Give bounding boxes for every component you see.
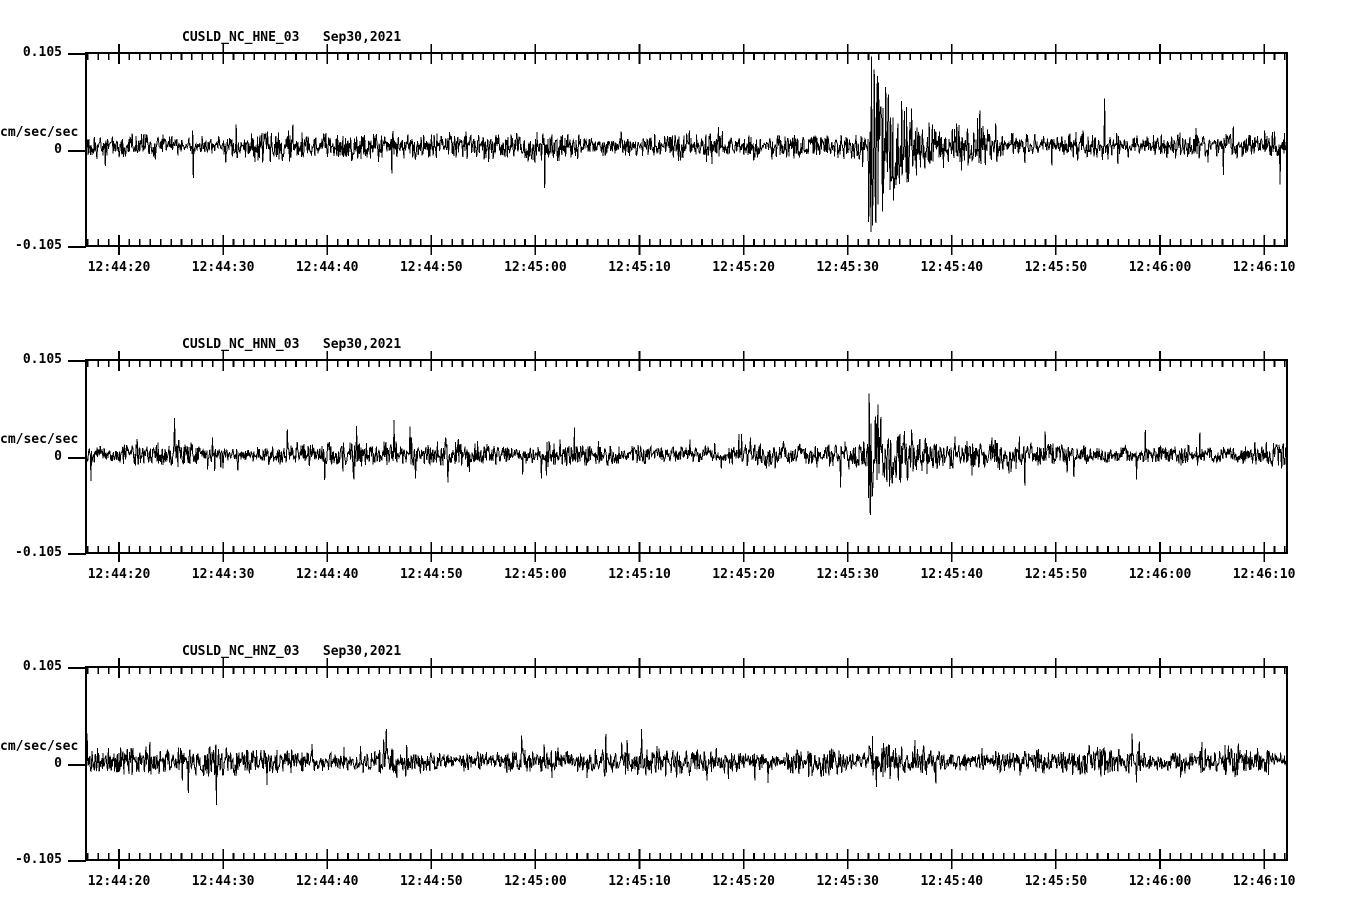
x-tick-label: 12:45:20 [712, 567, 775, 582]
x-tick-label: 12:45:10 [608, 260, 671, 275]
y-axis-units-label: cm/sec/sec [0, 124, 79, 140]
y-tick-label: 0 [54, 755, 62, 771]
y-tick-mark [68, 553, 86, 555]
x-tick-label: 12:46:00 [1128, 567, 1192, 582]
y-tick-label: 0 [54, 141, 62, 157]
axis-ticks [86, 658, 1286, 869]
x-tick-label: 12:46:10 [1232, 260, 1296, 275]
y-tick-mark [68, 360, 86, 362]
panel-title-hnn: CUSLD_NC_HNN_03 Sep30,2021 [182, 337, 402, 352]
panel-title-hnz: CUSLD_NC_HNZ_03 Sep30,2021 [182, 644, 402, 659]
x-tick-label: 12:46:00 [1128, 260, 1192, 275]
y-tick-label: 0.105 [22, 659, 62, 674]
x-tick-label: 12:44:30 [191, 567, 255, 582]
x-tick-label: 12:46:10 [1232, 567, 1296, 582]
y-tick-mark [68, 763, 86, 766]
y-tick-mark [68, 149, 86, 152]
waveform-trace-hne [85, 56, 1287, 233]
panel-title-hne: CUSLD_NC_HNE_03 Sep30,2021 [182, 30, 402, 45]
y-axis-units-label: cm/sec/sec [0, 431, 79, 447]
waveform-trace-hnn [85, 393, 1287, 516]
x-tick-label: 12:45:10 [608, 567, 671, 582]
x-tick-label: 12:45:50 [1024, 260, 1088, 275]
x-tick-label: 12:44:50 [399, 567, 463, 582]
x-tick-label: 12:45:30 [816, 567, 879, 582]
y-tick-mark [68, 53, 86, 55]
axis-ticks [86, 351, 1286, 562]
x-tick-label: 12:44:40 [295, 260, 359, 275]
plot-frame [85, 52, 1288, 247]
y-tick-mark [68, 860, 86, 862]
x-tick-label: 12:45:20 [712, 260, 775, 275]
axis-ticks [86, 44, 1286, 255]
x-tick-label: 12:44:50 [399, 874, 463, 889]
x-tick-label: 12:46:00 [1128, 874, 1192, 889]
plot-frame [85, 359, 1288, 554]
x-tick-label: 12:44:50 [399, 260, 463, 275]
y-tick-mark [68, 667, 86, 669]
x-tick-label: 12:45:30 [816, 260, 879, 275]
y-tick-label: 0 [54, 448, 62, 464]
y-tick-mark [68, 456, 86, 459]
y-tick-label: 0.105 [22, 45, 62, 60]
x-tick-label: 12:45:00 [504, 567, 567, 582]
y-axis-units-label: cm/sec/sec [0, 738, 79, 754]
x-tick-label: 12:45:10 [608, 874, 671, 889]
x-tick-label: 12:44:40 [295, 567, 359, 582]
y-tick-label: -0.105 [15, 238, 62, 253]
y-tick-label: -0.105 [15, 852, 62, 867]
x-tick-label: 12:46:10 [1232, 874, 1296, 889]
x-tick-label: 12:45:50 [1024, 567, 1088, 582]
y-tick-mark [68, 246, 86, 248]
x-tick-label: 12:45:50 [1024, 874, 1088, 889]
x-tick-label: 12:44:20 [87, 567, 151, 582]
x-tick-label: 12:45:40 [920, 260, 984, 275]
y-tick-label: 0.105 [22, 352, 62, 367]
x-tick-label: 12:44:30 [191, 874, 255, 889]
y-tick-label: -0.105 [15, 545, 62, 560]
x-tick-label: 12:45:40 [920, 567, 984, 582]
x-tick-label: 12:44:40 [295, 874, 359, 889]
waveform-trace-hnz [85, 728, 1287, 806]
x-tick-label: 12:45:00 [504, 874, 567, 889]
x-tick-label: 12:45:40 [920, 874, 984, 889]
x-tick-label: 12:45:20 [712, 874, 775, 889]
x-tick-label: 12:44:30 [191, 260, 255, 275]
plot-frame [85, 666, 1288, 861]
x-tick-label: 12:45:30 [816, 874, 879, 889]
x-tick-label: 12:44:20 [87, 874, 151, 889]
x-tick-label: 12:45:00 [504, 260, 567, 275]
x-tick-label: 12:44:20 [87, 260, 151, 275]
